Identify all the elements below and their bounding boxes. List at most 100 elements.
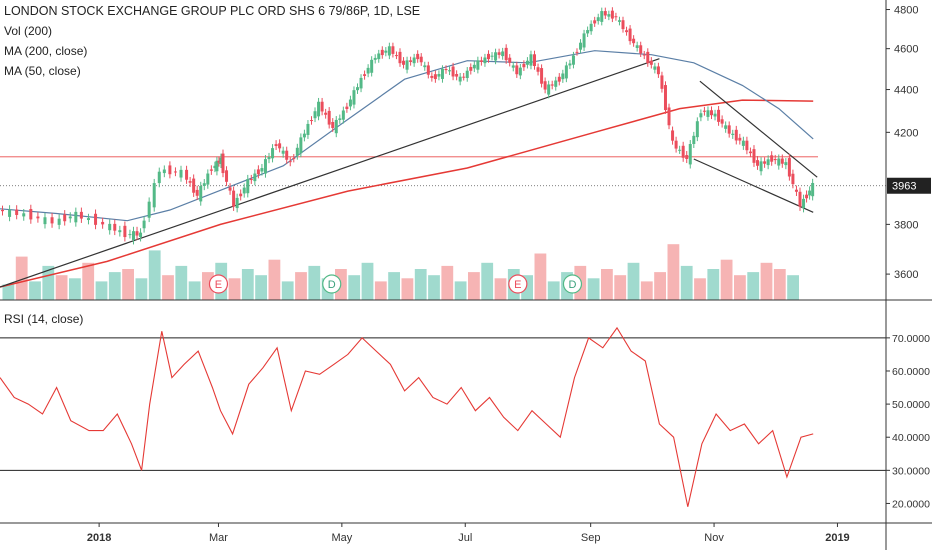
- volume-bar: [494, 278, 507, 300]
- event-marker-label: E: [514, 279, 521, 291]
- candle: [706, 110, 710, 117]
- candle: [702, 110, 706, 112]
- candle: [777, 158, 781, 166]
- candle: [596, 17, 600, 22]
- candle: [802, 198, 806, 209]
- candle: [74, 211, 78, 223]
- candle: [225, 170, 229, 182]
- candle: [209, 169, 213, 171]
- candle: [246, 179, 250, 194]
- candle: [667, 107, 671, 126]
- candle: [444, 68, 448, 71]
- candle: [356, 87, 360, 91]
- rsi-line: [0, 326, 814, 507]
- rsi-tick-label: 60.0000: [892, 366, 930, 378]
- candle: [139, 232, 143, 238]
- last-price-badge: [887, 177, 931, 194]
- candle: [617, 20, 621, 22]
- candle: [253, 173, 257, 182]
- candle: [433, 74, 437, 80]
- candle: [128, 234, 132, 236]
- candle: [678, 149, 682, 151]
- candle: [430, 75, 434, 78]
- candle: [43, 217, 47, 225]
- candle: [157, 171, 161, 184]
- event-marker-label: E: [215, 279, 222, 291]
- volume-bars: [2, 244, 799, 300]
- candle: [320, 101, 324, 112]
- candle: [607, 14, 611, 17]
- volume-bar: [255, 275, 267, 300]
- candle: [710, 110, 714, 116]
- candle: [550, 84, 554, 86]
- volume-bar: [95, 281, 108, 300]
- price-tick-label: 3600: [894, 269, 918, 281]
- volume-bar: [29, 281, 41, 300]
- candle: [135, 231, 139, 236]
- volume-bar: [547, 281, 560, 300]
- volume-bar: [468, 272, 480, 300]
- candle: [402, 60, 406, 65]
- candle: [338, 118, 342, 120]
- candle: [173, 171, 177, 173]
- candle: [437, 74, 441, 77]
- candle: [242, 187, 246, 194]
- volume-bar: [680, 265, 693, 300]
- candle: [610, 10, 614, 19]
- candle: [469, 67, 473, 71]
- candle: [515, 65, 519, 75]
- candle: [15, 209, 19, 215]
- time-tick-label: Mar: [209, 532, 228, 544]
- candle: [405, 60, 409, 70]
- time-tick-label: 2019: [825, 532, 849, 544]
- event-marker-label: D: [568, 279, 576, 291]
- candle: [29, 209, 33, 220]
- candle: [780, 158, 784, 164]
- candle: [518, 67, 522, 76]
- time-tick-label: May: [331, 532, 352, 544]
- candle: [162, 169, 166, 174]
- candle: [195, 189, 199, 196]
- candle: [805, 194, 809, 199]
- candle: [108, 223, 112, 231]
- candle: [147, 201, 151, 218]
- rsi-tick-label: 70.0000: [892, 333, 930, 345]
- candle: [603, 11, 607, 16]
- volume-bar: [521, 275, 533, 300]
- candle: [476, 60, 480, 70]
- candle: [766, 159, 770, 166]
- candle: [713, 113, 717, 117]
- candle: [695, 121, 699, 138]
- volume-bar: [42, 265, 55, 300]
- earnings-marker: [208, 274, 229, 294]
- volume-bar: [228, 278, 241, 300]
- volume-bar: [454, 281, 467, 300]
- price-tick-label: 4400: [894, 85, 918, 97]
- last-price-label: 3963: [892, 181, 916, 193]
- candle: [295, 147, 299, 156]
- candle: [540, 68, 544, 84]
- candle: [571, 55, 575, 65]
- candle: [101, 221, 105, 225]
- candle: [741, 140, 745, 146]
- candle: [486, 53, 490, 60]
- candle: [808, 190, 812, 196]
- candle: [341, 110, 345, 120]
- volume-bar: [82, 262, 95, 300]
- candle: [649, 60, 653, 65]
- candle: [113, 223, 117, 231]
- price-tick-label: 4600: [894, 44, 918, 56]
- candle: [412, 57, 416, 64]
- candle: [529, 54, 533, 66]
- candle: [681, 145, 685, 158]
- candle: [600, 11, 604, 22]
- candle: [522, 63, 526, 68]
- candle: [621, 20, 625, 30]
- candle: [302, 133, 306, 138]
- candle: [494, 52, 498, 61]
- candle: [239, 193, 243, 197]
- candle: [281, 150, 285, 154]
- candle: [309, 120, 313, 122]
- volume-bar: [374, 281, 387, 300]
